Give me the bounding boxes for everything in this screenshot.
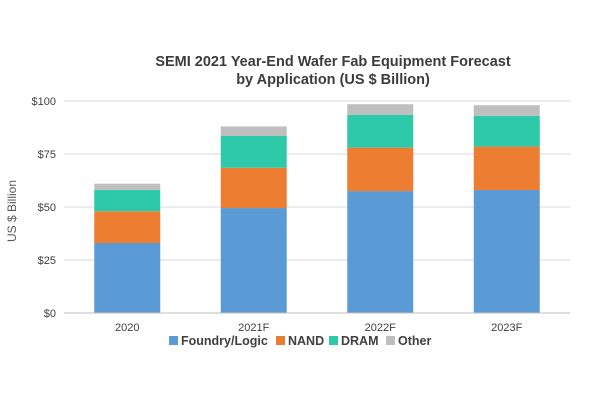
x-tick-label: 2023F	[491, 322, 522, 334]
bar-stacks	[94, 104, 540, 313]
x-axis-ticks: 2020 2021F 2022F 2023F	[115, 322, 523, 334]
y-tick-label: $50	[38, 202, 56, 214]
legend-swatch-foundry-logic	[169, 336, 178, 345]
bar-segment-nand	[220, 167, 287, 209]
chart-subtitle: by Application (US $ Billion)	[236, 72, 430, 88]
bar-segment-nand	[473, 146, 540, 191]
legend-label-other: Other	[398, 334, 431, 348]
bar-segment-dram	[220, 135, 287, 168]
y-tick-label: $100	[32, 96, 56, 108]
x-tick-label: 2020	[115, 322, 139, 334]
bar-segment-nand	[94, 211, 161, 244]
bar-segment-dram	[473, 115, 540, 147]
bar-segment-nand	[347, 147, 414, 192]
bar-segment-foundry-logic	[473, 190, 540, 313]
chart-title: SEMI 2021 Year-End Wafer Fab Equipment F…	[155, 54, 511, 70]
bar-segment-dram	[94, 190, 161, 212]
legend-label-foundry-logic: Foundry/Logic	[181, 334, 268, 348]
legend-label-dram: DRAM	[341, 334, 379, 348]
y-tick-label: $0	[44, 308, 56, 320]
bar-segment-foundry-logic	[94, 243, 161, 313]
bar-segment-other	[94, 183, 161, 191]
bar-segment-other	[473, 105, 540, 116]
bar-segment-other	[220, 126, 287, 136]
y-axis-ticks: $0 $25 $50 $75 $100	[32, 96, 56, 320]
legend: Foundry/Logic NAND DRAM Other	[169, 334, 431, 348]
bar-segment-other	[347, 104, 414, 115]
legend-label-nand: NAND	[288, 334, 324, 348]
x-tick-label: 2021F	[238, 322, 269, 334]
bar-segment-foundry-logic	[220, 208, 287, 313]
y-axis-label: US $ Billion	[5, 180, 19, 242]
x-tick-label: 2022F	[365, 322, 396, 334]
bar-segment-dram	[347, 114, 414, 148]
legend-swatch-other	[386, 336, 395, 345]
legend-swatch-dram	[329, 336, 338, 345]
legend-swatch-nand	[276, 336, 285, 345]
y-tick-label: $25	[38, 255, 56, 267]
y-tick-label: $75	[38, 149, 56, 161]
bar-segment-foundry-logic	[347, 191, 414, 313]
